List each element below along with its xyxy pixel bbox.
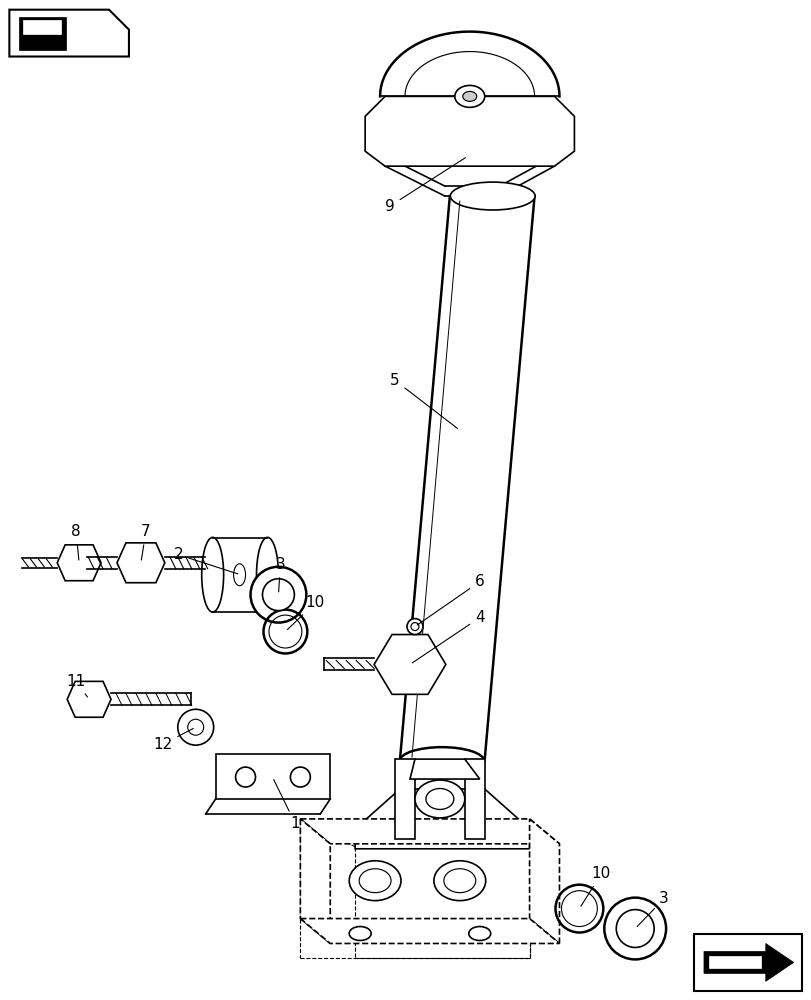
Ellipse shape xyxy=(399,747,483,775)
Text: 10: 10 xyxy=(287,595,324,630)
Polygon shape xyxy=(67,681,111,717)
Ellipse shape xyxy=(603,898,665,959)
Polygon shape xyxy=(703,943,792,981)
Polygon shape xyxy=(529,819,559,943)
Circle shape xyxy=(235,767,255,787)
Polygon shape xyxy=(693,934,800,991)
Text: 3: 3 xyxy=(275,557,285,592)
Ellipse shape xyxy=(426,789,453,809)
Circle shape xyxy=(410,623,418,631)
Polygon shape xyxy=(300,919,559,943)
Text: 6: 6 xyxy=(417,574,484,625)
Ellipse shape xyxy=(256,537,278,612)
Text: 11: 11 xyxy=(67,674,88,697)
Ellipse shape xyxy=(433,861,485,901)
Text: 7: 7 xyxy=(141,524,151,560)
Polygon shape xyxy=(24,20,61,34)
Polygon shape xyxy=(400,196,534,759)
Circle shape xyxy=(290,767,310,787)
Ellipse shape xyxy=(468,927,490,940)
Circle shape xyxy=(406,619,423,635)
Circle shape xyxy=(187,719,204,735)
Ellipse shape xyxy=(262,579,294,611)
Text: 9: 9 xyxy=(384,158,465,214)
Polygon shape xyxy=(300,819,559,844)
Circle shape xyxy=(178,709,213,745)
Ellipse shape xyxy=(454,85,484,107)
Polygon shape xyxy=(216,754,330,799)
Polygon shape xyxy=(117,543,165,583)
Text: 10: 10 xyxy=(580,866,610,906)
Ellipse shape xyxy=(616,910,654,947)
Polygon shape xyxy=(464,759,484,839)
Polygon shape xyxy=(57,545,101,581)
Polygon shape xyxy=(410,759,479,779)
Ellipse shape xyxy=(414,780,464,818)
Polygon shape xyxy=(19,17,66,50)
Ellipse shape xyxy=(349,861,401,901)
Polygon shape xyxy=(10,10,129,57)
Ellipse shape xyxy=(349,927,371,940)
Polygon shape xyxy=(708,956,760,968)
Text: 12: 12 xyxy=(153,728,193,752)
Ellipse shape xyxy=(234,564,245,586)
Text: 8: 8 xyxy=(71,524,81,560)
Text: 1: 1 xyxy=(273,780,300,831)
Polygon shape xyxy=(365,96,573,166)
Ellipse shape xyxy=(251,567,306,623)
Polygon shape xyxy=(394,759,414,839)
Polygon shape xyxy=(354,789,529,849)
Text: 3: 3 xyxy=(637,891,668,927)
Ellipse shape xyxy=(201,537,223,612)
Polygon shape xyxy=(300,819,330,943)
Polygon shape xyxy=(374,635,445,694)
Text: 5: 5 xyxy=(390,373,457,429)
Ellipse shape xyxy=(450,182,534,210)
Text: 4: 4 xyxy=(412,610,484,663)
Text: 2: 2 xyxy=(174,547,238,574)
Ellipse shape xyxy=(462,91,476,101)
